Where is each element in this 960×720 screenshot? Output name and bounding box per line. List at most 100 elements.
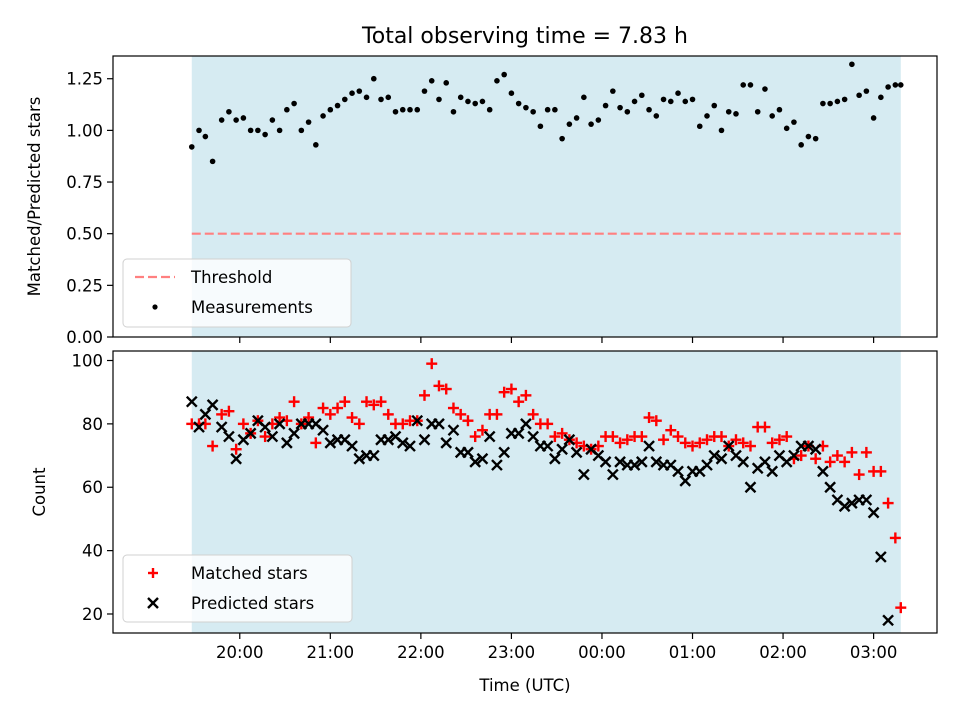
measurement-point [202,133,209,140]
predicted-star-stroke [469,456,482,468]
predicted-star-stroke [462,446,474,459]
matched-star-point [440,383,452,395]
predicted-star-point [324,437,337,449]
matched-star-point [491,408,503,420]
x-tick-label: 21:00 [307,643,355,662]
predicted-star-stroke [549,452,561,465]
predicted-star-point [288,427,300,440]
measurement-point [602,102,609,109]
matched-star-point [759,421,771,433]
top-y-tick-label: 1.25 [66,70,103,89]
predicted-star-point [817,465,829,478]
matched-star-point [658,434,670,446]
predicted-star-stroke [722,440,735,452]
measurement-point [675,90,681,96]
predicted-star-stroke [578,468,590,481]
measurement-point [595,117,602,123]
measurement-point [450,108,457,115]
measurement-point [465,98,471,105]
predicted-star-point [230,452,242,465]
matched-star-point [426,358,438,370]
measurement-point [841,96,848,103]
matched-star-point [346,412,358,424]
predicted-star-point [606,468,619,481]
measurement-point [494,77,500,84]
measurement-point [639,92,645,99]
predicted-star-stroke [193,421,205,433]
measurement-point [457,94,464,101]
top-y-ticks: 0.00 0.25 0.50 0.75 1.00 1.25 [66,70,113,347]
predicted-star-stroke [476,452,489,465]
matched-star-point [650,415,662,427]
matched-star-point [397,418,409,430]
x-tick-label: 00:00 [578,643,626,662]
measurement-point [682,98,689,105]
x-tick-label: 02:00 [759,643,807,662]
predicted-star-stroke [766,465,779,478]
matched-star-point [715,431,727,443]
matched-star-point [216,408,228,420]
predicted-star-stroke [664,459,677,471]
predicted-star-stroke [281,437,293,449]
measurement-point [313,142,319,148]
predicted-star-point [317,424,329,437]
matched-star-point [766,437,778,449]
x-tick-label: 22:00 [397,643,445,662]
matched-star-point [324,408,336,420]
measurement-point [588,121,594,127]
measurement-point [370,75,377,82]
predicted-star-point [199,408,212,421]
matched-star-point [679,437,691,449]
matched-star-point [730,434,742,446]
legend-matched-swatch [148,568,158,578]
matched-star-point [860,446,872,458]
predicted-star-stroke [215,421,228,433]
matched-star-point [259,431,271,443]
matched-star-point [737,437,749,449]
matched-star-point [614,437,626,449]
predicted-star-point [650,456,663,468]
top-legend: Threshold Measurements [122,258,352,328]
predicted-star-point [223,430,235,443]
measurement-point [226,108,232,115]
measurement-point [885,84,891,90]
legend-matched-label: Matched stars [191,564,308,583]
bottom-y-axis-label: Count [30,467,49,517]
matched-star-point [895,602,907,614]
predicted-star-stroke [288,427,300,440]
bottom-x-ticks: 20:00 21:00 22:00 23:00 00:00 01:00 02:00 03:00 [216,633,897,662]
predicted-star-stroke [317,424,329,437]
predicted-star-point [628,459,641,471]
top-y-tick-label: 0.75 [66,173,103,192]
predicted-star-point [491,459,503,471]
predicted-star-stroke [817,465,829,478]
predicted-star-point [498,446,511,459]
bottom-y-tick-label: 100 [72,352,104,371]
measurement-point [870,115,877,121]
measurement-point [878,94,884,101]
predicted-star-point [244,427,257,440]
matched-star-point [476,424,488,436]
predicted-star-point [875,551,887,563]
predicted-star-stroke [404,440,416,452]
measurement-point [849,61,855,68]
measurement-point [689,96,696,103]
predicted-star-stroke [483,430,496,443]
measurement-point [812,135,819,142]
predicted-star-stroke [230,452,242,465]
measurement-point [436,96,442,103]
matched-star-point [288,396,300,408]
predicted-star-stroke [252,414,264,427]
predicted-star-stroke [831,494,844,506]
predicted-star-point [447,424,460,437]
matched-star-point [382,408,394,420]
predicted-star-point [433,418,445,430]
bottom-panel: 20:00 21:00 22:00 23:00 00:00 01:00 02:00 03:00… [30,350,938,695]
predicted-star-stroke [867,506,880,519]
predicted-star-point [722,440,735,452]
measurement-point [733,111,739,117]
top-y-axis-label: Matched/Predicted stars [25,97,44,297]
predicted-star-point [766,465,779,478]
predicted-star-stroke [744,481,757,494]
measurement-point [486,106,493,113]
